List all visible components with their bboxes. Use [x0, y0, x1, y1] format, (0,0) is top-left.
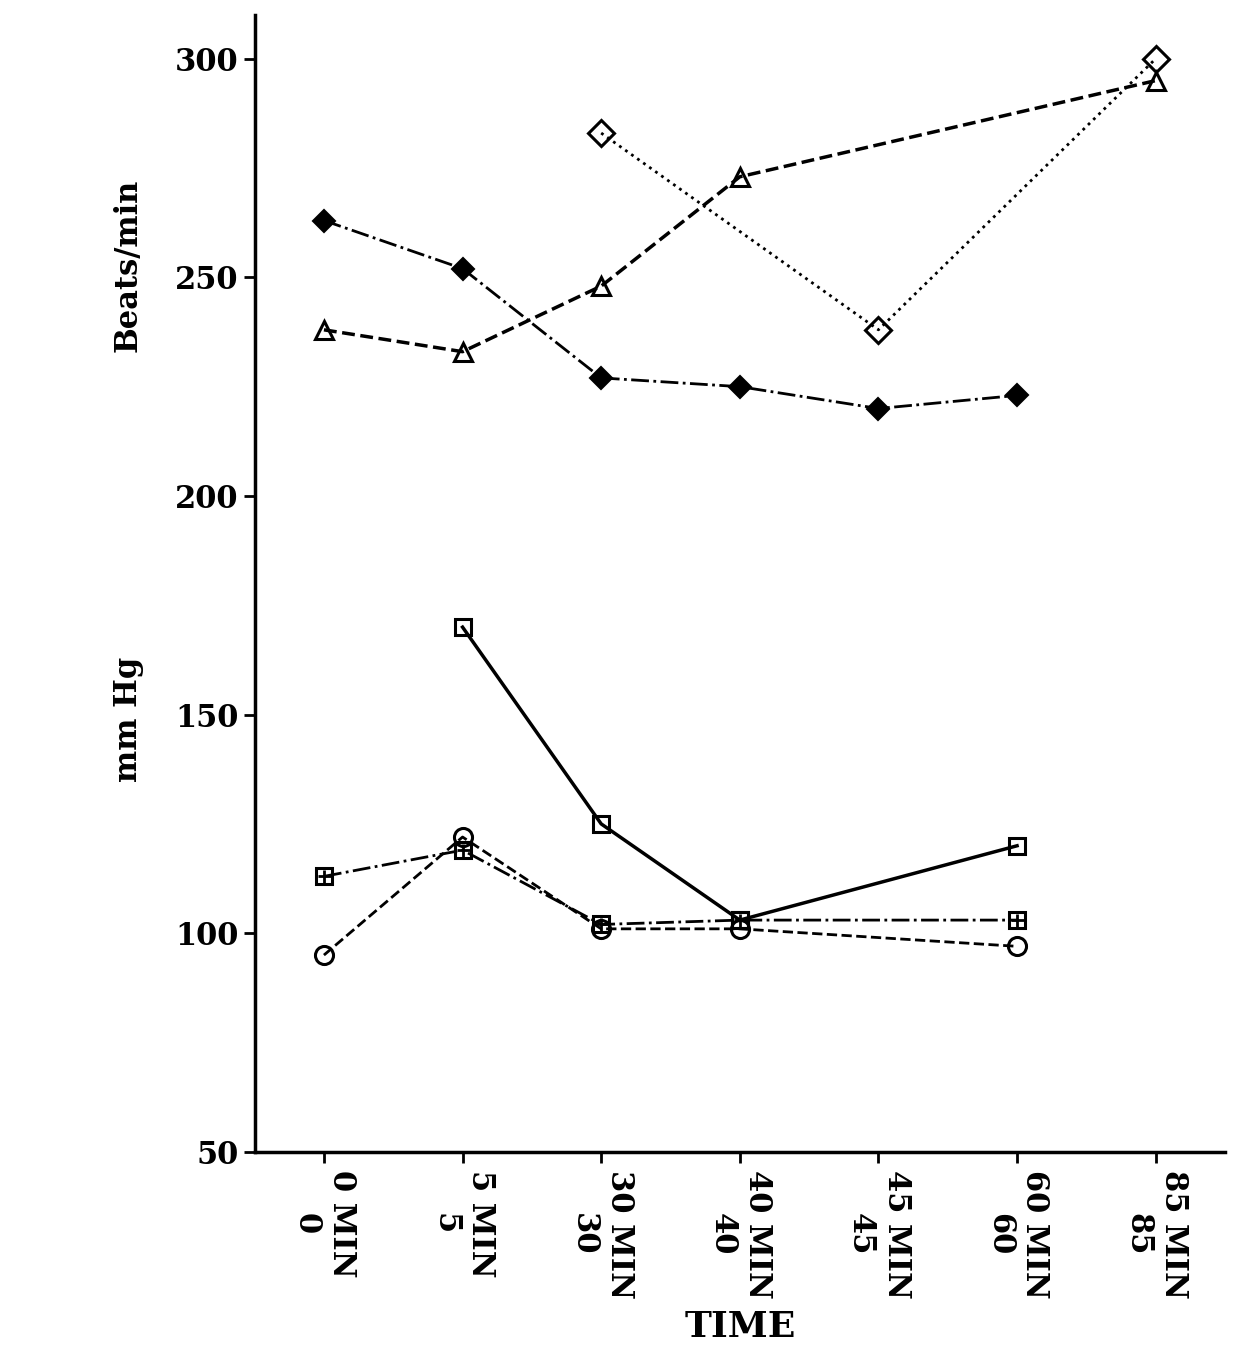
- X-axis label: TIME: TIME: [684, 1310, 796, 1344]
- Text: mm Hg: mm Hg: [113, 658, 144, 783]
- Text: Beats/min: Beats/min: [113, 178, 144, 352]
